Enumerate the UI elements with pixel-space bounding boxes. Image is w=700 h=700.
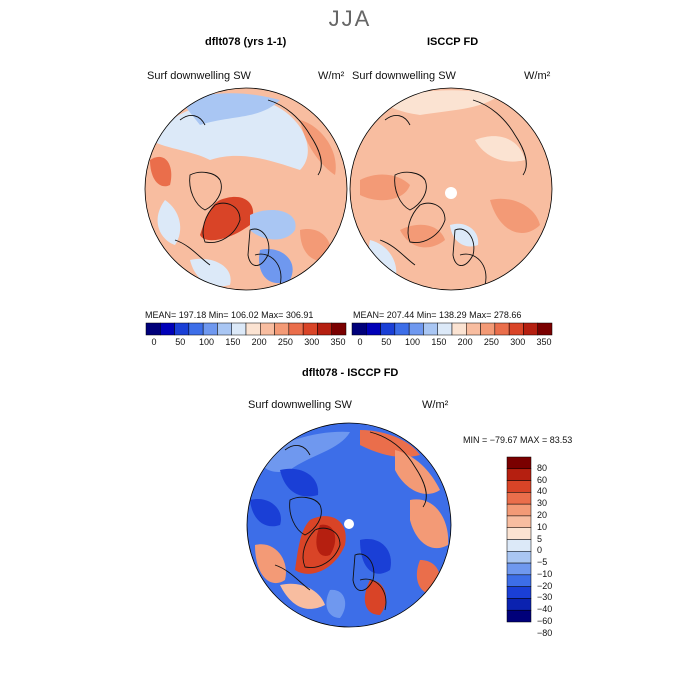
- colorbar-tick-label: 300: [510, 337, 526, 347]
- diff-colorbar: [506, 456, 532, 623]
- model-colorbar-labels: 0 50 100 150 200 250 300 350: [146, 337, 346, 349]
- colorbar-swatch: [506, 503, 532, 517]
- diff-panel-title: dflt078 - ISCCP FD: [302, 367, 399, 379]
- colorbar-tick-label: 10: [537, 521, 548, 532]
- colorbar-tick-label: 100: [199, 337, 215, 347]
- colorbar-swatch: [506, 551, 532, 564]
- colorbar-tick-label: 0: [537, 545, 543, 556]
- model-units-label: W/m²: [318, 70, 345, 82]
- colorbar-tick-label: 50: [175, 337, 186, 347]
- colorbar-swatch: [506, 456, 532, 470]
- colorbar-tick-label: 40: [537, 486, 548, 497]
- colorbar-swatch: [506, 562, 532, 576]
- colorbar-tick-label: −60: [537, 616, 553, 626]
- colorbar-tick-label: 350: [536, 337, 552, 347]
- colorbar-swatch: [506, 492, 532, 505]
- colorbar-swatch: [506, 609, 532, 623]
- colorbar-tick-label: 50: [381, 337, 392, 347]
- colorbar-swatch: [331, 322, 347, 336]
- obs-panel-title: ISCCP FD: [427, 36, 479, 48]
- model-panel-title: dflt078 (yrs 1-1): [205, 36, 287, 48]
- colorbar-tick-label: −10: [537, 568, 553, 579]
- colorbar-swatch: [506, 598, 532, 611]
- colorbar-tick-label: 0: [151, 337, 157, 347]
- colorbar-swatch: [506, 515, 532, 528]
- colorbar-swatch: [506, 539, 532, 552]
- colorbar-tick-label: 100: [405, 337, 421, 347]
- obs-variable-label: Surf downwelling SW: [352, 70, 456, 82]
- colorbar-tick-label: 0: [357, 337, 363, 347]
- colorbar-tick-label: 250: [483, 337, 499, 347]
- diff-units-label: W/m²: [422, 399, 449, 411]
- colorbar-swatch: [506, 468, 532, 481]
- colorbar-swatch: [506, 480, 532, 493]
- diff-variable-label: Surf downwelling SW: [248, 399, 352, 411]
- obs-units-label: W/m²: [524, 70, 551, 82]
- obs-colorbar: [351, 322, 553, 336]
- model-stats: MEAN= 197.18 Min= 106.02 Max= 306.91: [145, 310, 314, 320]
- colorbar-tick-label: 300: [304, 337, 320, 347]
- colorbar-tick-label: 20: [537, 509, 548, 520]
- diff-colorbar-labels: 80 60 40 30 20 10 5 0 −5 −10 −20 −30 −40 −60 −80: [537, 457, 577, 638]
- colorbar-swatch: [506, 586, 532, 599]
- season-title: JJA: [328, 6, 372, 31]
- model-colorbar: [145, 322, 347, 336]
- colorbar-tick-label: 5: [537, 533, 543, 544]
- colorbar-tick-label: −20: [537, 580, 553, 591]
- colorbar-tick-label: 30: [537, 498, 548, 509]
- colorbar-tick-label: 80: [537, 462, 548, 473]
- colorbar-swatch: [506, 527, 532, 540]
- colorbar-tick-label: 150: [225, 337, 241, 347]
- colorbar-tick-label: 350: [330, 337, 346, 347]
- colorbar-tick-label: 150: [431, 337, 447, 347]
- colorbar-swatch: [506, 574, 532, 587]
- obs-stats: MEAN= 207.44 Min= 138.29 Max= 278.66: [353, 310, 522, 320]
- colorbar-tick-label: −80: [537, 627, 553, 638]
- colorbar-tick-label: 200: [457, 337, 473, 347]
- colorbar-tick-label: −5: [537, 557, 548, 568]
- diff-stats: MIN = −79.67 MAX = 83.53: [463, 435, 573, 445]
- colorbar-swatch: [537, 322, 553, 336]
- colorbar-tick-label: −30: [537, 592, 553, 603]
- colorbar-tick-label: 60: [537, 474, 548, 485]
- obs-colorbar-labels: 0 50 100 150 200 250 300 350: [352, 337, 552, 349]
- colorbar-tick-label: 200: [251, 337, 267, 347]
- colorbar-tick-label: 250: [277, 337, 293, 347]
- colorbar-tick-label: −40: [537, 604, 553, 615]
- model-variable-label: Surf downwelling SW: [147, 70, 251, 82]
